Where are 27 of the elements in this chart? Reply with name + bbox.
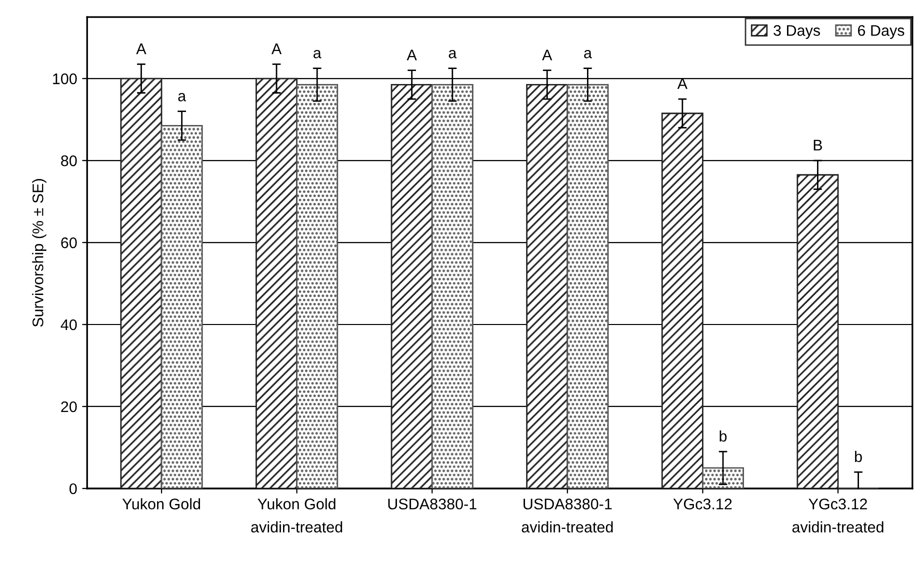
annotation: a [584, 50, 592, 58]
x-tick-label: Yukon Gold [122, 498, 200, 510]
y-tick-label: 80 [61, 155, 77, 166]
y-tick-label: 100 [53, 73, 77, 84]
annotation: b [855, 450, 862, 462]
annotation: A [406, 50, 417, 60]
x-tick-label: USDA8380-1 [388, 498, 476, 510]
annotation: B [814, 140, 822, 150]
y-tick-label: 60 [61, 237, 77, 248]
annotation: a [448, 50, 457, 58]
x-tick-label: Yukon Gold avidin-treated [251, 498, 342, 533]
annotation: a [314, 50, 322, 58]
x-tick-label: USDA8380-1 avidin-treated [522, 498, 613, 533]
annotation: A [542, 50, 552, 60]
y-tick-label: 40 [60, 319, 77, 330]
legend-label: 6 Days [858, 25, 904, 39]
x-tick-label: YGc3.12 [673, 498, 732, 510]
annotation: A [677, 78, 688, 89]
x-tick-label: YGc3.12 avidin-treated [792, 498, 884, 533]
annotation: A [136, 44, 146, 54]
annotation: A [271, 44, 282, 54]
y-axis-title: Survivorship (% ± SE) [32, 179, 46, 327]
y-tick-label: 0 [69, 483, 77, 494]
annotation: a [178, 92, 186, 102]
y-tick-label: 20 [61, 401, 77, 412]
legend-label: 3 Days [774, 25, 820, 39]
annotation: b [720, 430, 727, 442]
